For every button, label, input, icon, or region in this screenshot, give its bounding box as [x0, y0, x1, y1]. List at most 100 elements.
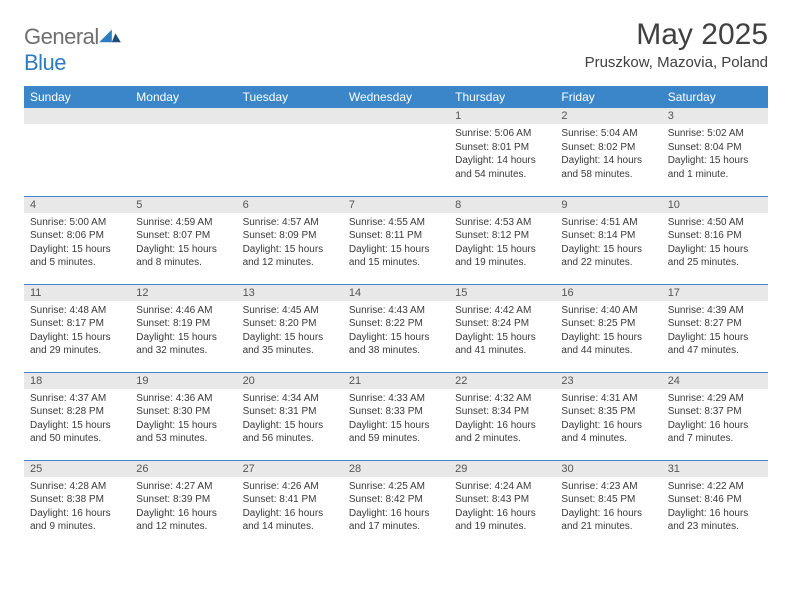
calendar-cell: 28Sunrise: 4:25 AMSunset: 8:42 PMDayligh…: [343, 460, 449, 548]
day-details: Sunrise: 4:45 AMSunset: 8:20 PMDaylight:…: [237, 301, 343, 362]
daylight-text: Daylight: 15 hours and 35 minutes.: [243, 331, 337, 358]
day-number: 27: [237, 461, 343, 477]
day-number: 13: [237, 285, 343, 301]
day-details: Sunrise: 4:24 AMSunset: 8:43 PMDaylight:…: [449, 477, 555, 538]
day-details: Sunrise: 5:04 AMSunset: 8:02 PMDaylight:…: [555, 124, 661, 185]
day-details: Sunrise: 4:57 AMSunset: 8:09 PMDaylight:…: [237, 213, 343, 274]
calendar-cell: 17Sunrise: 4:39 AMSunset: 8:27 PMDayligh…: [662, 284, 768, 372]
calendar-cell: 3Sunrise: 5:02 AMSunset: 8:04 PMDaylight…: [662, 108, 768, 196]
day-details: Sunrise: 5:00 AMSunset: 8:06 PMDaylight:…: [24, 213, 130, 274]
day-details: Sunrise: 4:42 AMSunset: 8:24 PMDaylight:…: [449, 301, 555, 362]
dayname: Sunday: [24, 86, 130, 108]
sunset-text: Sunset: 8:38 PM: [30, 493, 124, 507]
day-details: Sunrise: 4:29 AMSunset: 8:37 PMDaylight:…: [662, 389, 768, 450]
sunrise-text: Sunrise: 4:34 AM: [243, 392, 337, 406]
day-number: 3: [662, 108, 768, 124]
calendar-cell: 29Sunrise: 4:24 AMSunset: 8:43 PMDayligh…: [449, 460, 555, 548]
calendar-cell: 9Sunrise: 4:51 AMSunset: 8:14 PMDaylight…: [555, 196, 661, 284]
daylight-text: Daylight: 16 hours and 21 minutes.: [561, 507, 655, 534]
day-number: 18: [24, 373, 130, 389]
calendar-cell: 5Sunrise: 4:59 AMSunset: 8:07 PMDaylight…: [130, 196, 236, 284]
sunrise-text: Sunrise: 4:46 AM: [136, 304, 230, 318]
daylight-text: Daylight: 16 hours and 12 minutes.: [136, 507, 230, 534]
calendar-cell: 10Sunrise: 4:50 AMSunset: 8:16 PMDayligh…: [662, 196, 768, 284]
day-number: 2: [555, 108, 661, 124]
calendar-cell: 13Sunrise: 4:45 AMSunset: 8:20 PMDayligh…: [237, 284, 343, 372]
sunrise-text: Sunrise: 5:06 AM: [455, 127, 549, 141]
dayname: Wednesday: [343, 86, 449, 108]
daylight-text: Daylight: 15 hours and 25 minutes.: [668, 243, 762, 270]
calendar-cell: 21Sunrise: 4:33 AMSunset: 8:33 PMDayligh…: [343, 372, 449, 460]
sunrise-text: Sunrise: 4:37 AM: [30, 392, 124, 406]
calendar-cell: 18Sunrise: 4:37 AMSunset: 8:28 PMDayligh…: [24, 372, 130, 460]
calendar-cell: 7Sunrise: 4:55 AMSunset: 8:11 PMDaylight…: [343, 196, 449, 284]
daylight-text: Daylight: 15 hours and 41 minutes.: [455, 331, 549, 358]
day-number: 15: [449, 285, 555, 301]
day-number: .: [130, 108, 236, 124]
day-number: 19: [130, 373, 236, 389]
calendar-cell: 31Sunrise: 4:22 AMSunset: 8:46 PMDayligh…: [662, 460, 768, 548]
daylight-text: Daylight: 16 hours and 2 minutes.: [455, 419, 549, 446]
sunrise-text: Sunrise: 4:31 AM: [561, 392, 655, 406]
calendar-cell: 16Sunrise: 4:40 AMSunset: 8:25 PMDayligh…: [555, 284, 661, 372]
sunrise-text: Sunrise: 4:32 AM: [455, 392, 549, 406]
day-number: 11: [24, 285, 130, 301]
dayname-row: Sunday Monday Tuesday Wednesday Thursday…: [24, 86, 768, 108]
sunset-text: Sunset: 8:04 PM: [668, 141, 762, 155]
sunset-text: Sunset: 8:07 PM: [136, 229, 230, 243]
day-number: 29: [449, 461, 555, 477]
day-details: Sunrise: 4:34 AMSunset: 8:31 PMDaylight:…: [237, 389, 343, 450]
sunrise-text: Sunrise: 4:33 AM: [349, 392, 443, 406]
day-number: 1: [449, 108, 555, 124]
day-details: Sunrise: 4:46 AMSunset: 8:19 PMDaylight:…: [130, 301, 236, 362]
calendar-cell: 14Sunrise: 4:43 AMSunset: 8:22 PMDayligh…: [343, 284, 449, 372]
header: General Blue May 2025 Pruszkow, Mazovia,…: [24, 18, 768, 76]
day-details: Sunrise: 4:23 AMSunset: 8:45 PMDaylight:…: [555, 477, 661, 538]
day-number: 23: [555, 373, 661, 389]
calendar-cell: 25Sunrise: 4:28 AMSunset: 8:38 PMDayligh…: [24, 460, 130, 548]
daylight-text: Daylight: 14 hours and 58 minutes.: [561, 154, 655, 181]
sunset-text: Sunset: 8:17 PM: [30, 317, 124, 331]
day-number: 25: [24, 461, 130, 477]
sunrise-text: Sunrise: 4:57 AM: [243, 216, 337, 230]
sunset-text: Sunset: 8:46 PM: [668, 493, 762, 507]
day-details: Sunrise: 4:27 AMSunset: 8:39 PMDaylight:…: [130, 477, 236, 538]
calendar-week: 25 Sunrise: 4:28 AMSunset: 8:38 PM Dayligh…: [24, 460, 768, 548]
sunset-text: Sunset: 8:39 PM: [136, 493, 230, 507]
daylight-text: Daylight: 14 hours and 54 minutes.: [455, 154, 549, 181]
day-number: 4: [24, 197, 130, 213]
sunset-text: Sunset: 8:06 PM: [30, 229, 124, 243]
daylight-text: Daylight: 16 hours and 7 minutes.: [668, 419, 762, 446]
day-number: 17: [662, 285, 768, 301]
day-details: Sunrise: 4:43 AMSunset: 8:22 PMDaylight:…: [343, 301, 449, 362]
sunset-text: Sunset: 8:14 PM: [561, 229, 655, 243]
day-details: Sunrise: 4:55 AMSunset: 8:11 PMDaylight:…: [343, 213, 449, 274]
day-number: 26: [130, 461, 236, 477]
day-number: 12: [130, 285, 236, 301]
sunset-text: Sunset: 8:45 PM: [561, 493, 655, 507]
sunrise-text: Sunrise: 4:51 AM: [561, 216, 655, 230]
dayname: Saturday: [662, 86, 768, 108]
sunset-text: Sunset: 8:33 PM: [349, 405, 443, 419]
daylight-text: Daylight: 15 hours and 19 minutes.: [455, 243, 549, 270]
sunrise-text: Sunrise: 4:22 AM: [668, 480, 762, 494]
day-number: .: [237, 108, 343, 124]
calendar-week: 11Sunrise: 4:48 AMSunset: 8:17 PMDayligh…: [24, 284, 768, 372]
sunrise-text: Sunrise: 4:28 AM: [30, 480, 124, 494]
sunset-text: Sunset: 8:11 PM: [349, 229, 443, 243]
sunrise-text: Sunrise: 4:53 AM: [455, 216, 549, 230]
sunrise-text: Sunrise: 4:27 AM: [136, 480, 230, 494]
day-number: 28: [343, 461, 449, 477]
logo-text: General Blue: [24, 24, 121, 76]
sunset-text: Sunset: 8:27 PM: [668, 317, 762, 331]
sunrise-text: Sunrise: 5:04 AM: [561, 127, 655, 141]
daylight-text: Daylight: 15 hours and 22 minutes.: [561, 243, 655, 270]
day-details: Sunrise: 5:02 AMSunset: 8:04 PMDaylight:…: [662, 124, 768, 185]
calendar-cell: 30Sunrise: 4:23 AMSunset: 8:45 PMDayligh…: [555, 460, 661, 548]
day-details: Sunrise: 4:22 AMSunset: 8:46 PMDaylight:…: [662, 477, 768, 538]
sunrise-text: Sunrise: 4:29 AM: [668, 392, 762, 406]
sunrise-text: Sunrise: 4:42 AM: [455, 304, 549, 318]
sunrise-text: Sunrise: 4:24 AM: [455, 480, 549, 494]
sunset-text: Sunset: 8:28 PM: [30, 405, 124, 419]
sunset-text: Sunset: 8:25 PM: [561, 317, 655, 331]
